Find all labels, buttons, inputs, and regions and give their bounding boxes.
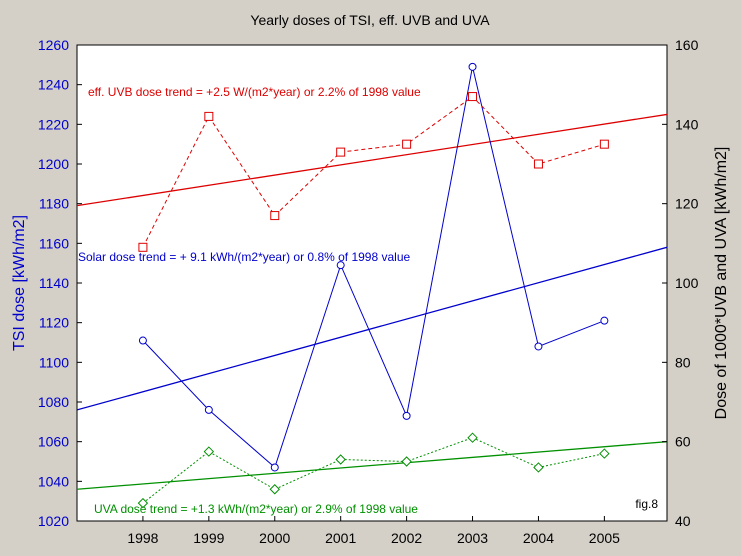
uvb-point xyxy=(533,159,543,169)
x-tick-label: 1998 xyxy=(127,530,158,546)
tsi-trend-line xyxy=(77,246,667,411)
x-tick-label: 2003 xyxy=(457,530,488,546)
chart-title: Yearly doses of TSI, eff. UVB and UVA xyxy=(250,12,490,28)
right-tick-label: 120 xyxy=(675,196,699,212)
uvb-point xyxy=(599,139,609,149)
left-tick-label: 1160 xyxy=(39,235,69,251)
x-tick-label: 1999 xyxy=(193,530,224,546)
x-tick-label: 2001 xyxy=(325,530,356,546)
uvb-series-line xyxy=(142,95,605,248)
left-tick-label: 1060 xyxy=(38,434,69,450)
uva-series-line xyxy=(142,437,605,504)
uvb-point xyxy=(270,211,280,221)
tsi-annotation: Solar dose trend = + 9.1 kWh/(m2*year) o… xyxy=(78,250,411,264)
left-tick-label: 1020 xyxy=(38,513,69,529)
uva-point xyxy=(599,448,610,459)
fig-annotation: fig.8 xyxy=(635,497,658,511)
right-tick-label: 140 xyxy=(675,116,699,132)
left-tick-label: 1240 xyxy=(38,77,69,93)
uvb-point xyxy=(336,147,346,157)
right-tick-label: 100 xyxy=(675,275,699,291)
tsi-point xyxy=(138,336,147,345)
left-tick-label: 1040 xyxy=(38,473,69,489)
x-tick-label: 2002 xyxy=(391,530,422,546)
left-tick-label: 1080 xyxy=(38,394,69,410)
right-tick-label: 60 xyxy=(675,434,691,450)
tsi-point xyxy=(534,342,543,351)
left-tick-label: 1260 xyxy=(38,37,69,53)
uva-point xyxy=(269,484,280,495)
left-axis-label: TSI dose [kWh/m2] xyxy=(11,215,28,351)
uvb-annotation: eff. UVB dose trend = +2.5 W/(m2*year) o… xyxy=(88,85,421,99)
uva-point xyxy=(137,497,149,509)
uvb-point xyxy=(402,139,412,149)
plot-area xyxy=(76,44,668,522)
left-tick-label: 1220 xyxy=(38,116,69,132)
uvb-point xyxy=(204,111,214,121)
uva-point xyxy=(533,462,544,473)
tsi-point xyxy=(204,405,213,414)
right-axis-label: Dose of 1000*UVB and UVA [kWh/m2] xyxy=(713,147,730,420)
left-tick-label: 1200 xyxy=(38,156,69,172)
uvb-point xyxy=(138,242,148,252)
tsi-series-line xyxy=(142,66,605,469)
uva-point xyxy=(401,456,412,467)
left-tick-label: 1180 xyxy=(39,196,69,212)
x-tick-label: 2005 xyxy=(589,530,620,546)
right-tick-label: 160 xyxy=(675,37,699,53)
uva-trend-line xyxy=(77,441,667,490)
uvb-point xyxy=(468,92,478,102)
tsi-point xyxy=(270,463,279,472)
x-tick-label: 2000 xyxy=(259,530,290,546)
uva-annotation: UVA dose trend = +1.3 kWh/(m2*year) or 2… xyxy=(94,502,418,516)
right-tick-label: 40 xyxy=(675,513,691,529)
tsi-point xyxy=(468,62,477,71)
left-tick-label: 1100 xyxy=(39,354,69,370)
uva-point xyxy=(203,446,215,457)
tsi-point xyxy=(600,316,609,325)
right-tick-label: 80 xyxy=(675,354,691,370)
tsi-point xyxy=(402,411,411,420)
uva-point xyxy=(335,454,346,465)
left-tick-label: 1120 xyxy=(39,315,69,331)
left-tick-label: 1140 xyxy=(39,275,69,291)
x-tick-label: 2004 xyxy=(523,530,554,546)
uva-point xyxy=(467,432,478,443)
uvb-trend-line xyxy=(77,113,667,207)
tsi-point xyxy=(336,261,345,270)
